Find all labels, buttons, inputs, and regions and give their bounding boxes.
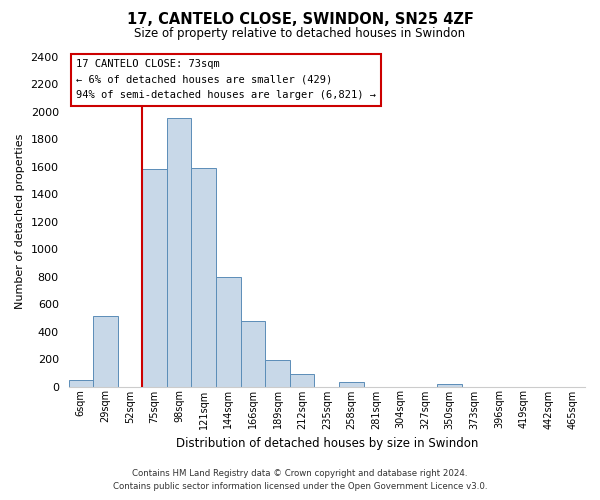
Bar [68,380,93,386]
Text: Size of property relative to detached houses in Swindon: Size of property relative to detached ho… [134,28,466,40]
Text: 17, CANTELO CLOSE, SWINDON, SN25 4ZF: 17, CANTELO CLOSE, SWINDON, SN25 4ZF [127,12,473,28]
Bar [265,360,290,386]
Text: 17 CANTELO CLOSE: 73sqm
← 6% of detached houses are smaller (429)
94% of semi-de: 17 CANTELO CLOSE: 73sqm ← 6% of detached… [76,60,376,100]
Y-axis label: Number of detached properties: Number of detached properties [15,134,25,309]
Bar [241,320,265,386]
Bar [142,170,167,386]
X-axis label: Distribution of detached houses by size in Swindon: Distribution of detached houses by size … [176,437,478,450]
Bar [93,316,118,386]
Bar [290,374,314,386]
Bar [437,384,462,386]
Bar [191,168,216,386]
Bar [216,276,241,386]
Bar [167,118,191,386]
Bar [339,382,364,386]
Text: Contains HM Land Registry data © Crown copyright and database right 2024.
Contai: Contains HM Land Registry data © Crown c… [113,469,487,491]
